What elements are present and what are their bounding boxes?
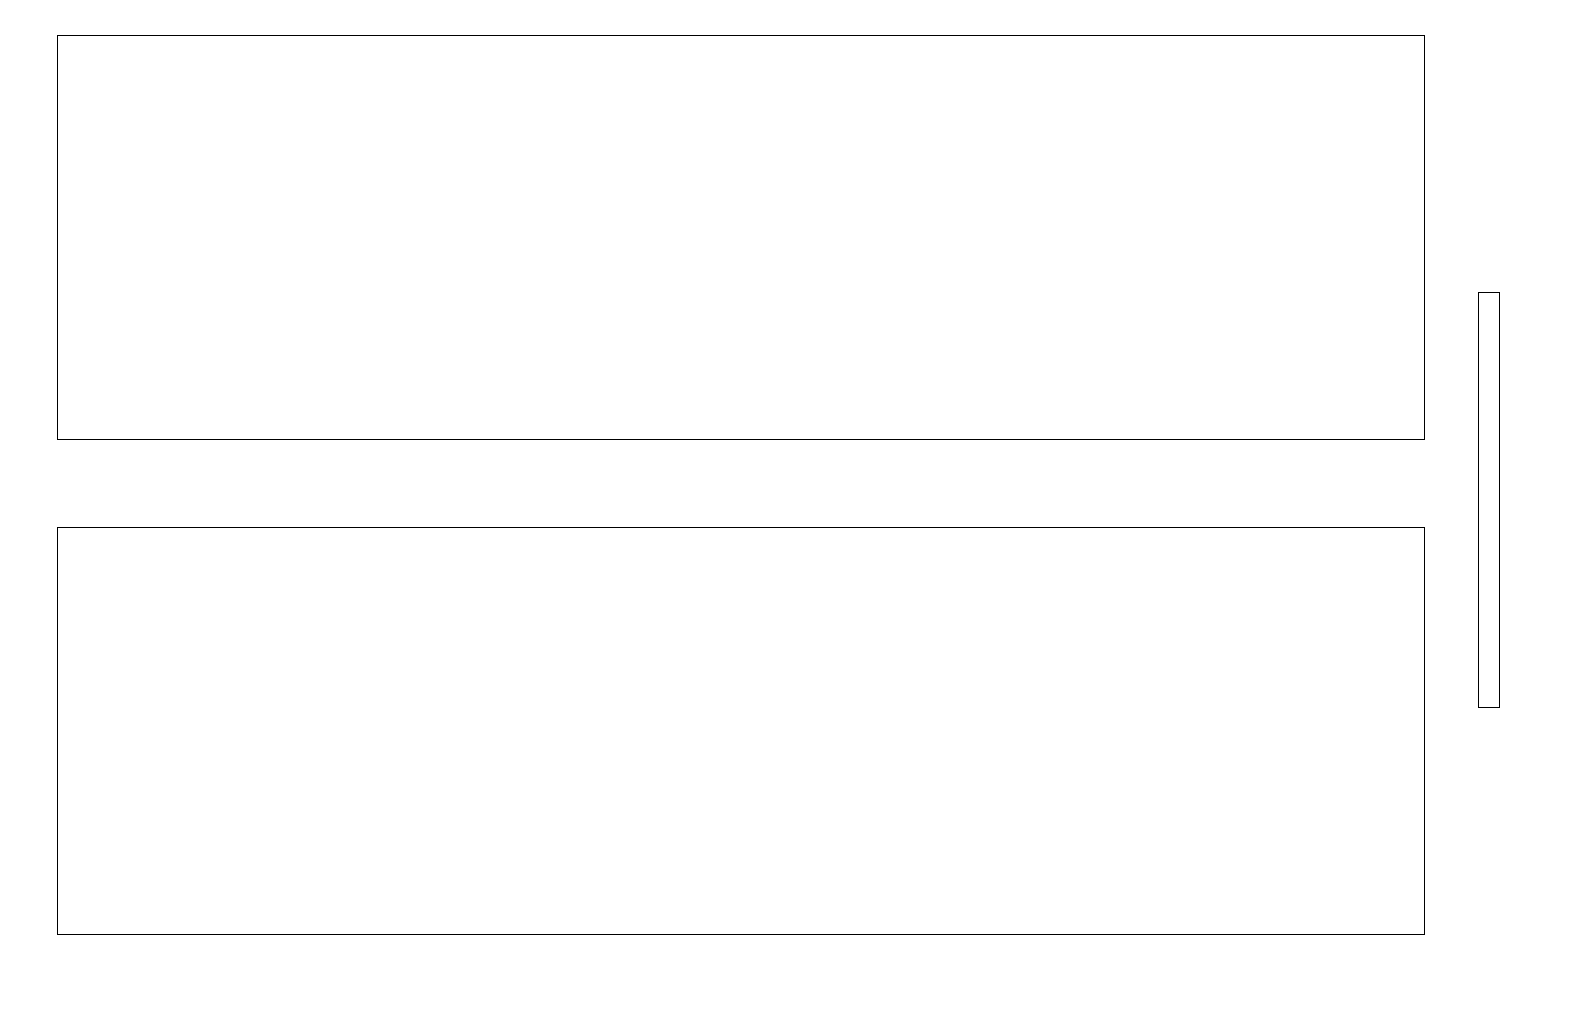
raw-panel-plot-area	[57, 35, 1425, 440]
colorbar-gradient-canvas	[1479, 293, 1499, 707]
screened-panel-plot-area	[57, 527, 1425, 935]
colorbar	[1478, 292, 1500, 708]
screened-heatmap-canvas	[58, 528, 1424, 934]
raw-heatmap-canvas	[58, 36, 1424, 439]
